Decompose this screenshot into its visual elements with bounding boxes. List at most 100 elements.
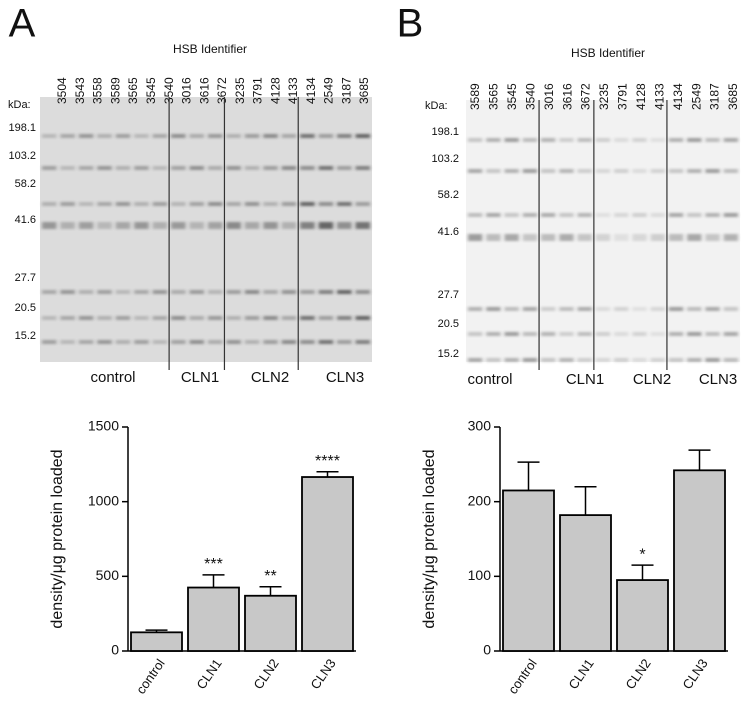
blot-band <box>171 316 186 320</box>
blot-band <box>632 169 647 173</box>
y-tick-label: 1500 <box>88 418 119 434</box>
blot-band <box>226 222 241 229</box>
blot-band <box>97 202 112 206</box>
bar <box>502 489 555 652</box>
sample-id: 3187 <box>339 77 353 104</box>
kda-marker: 103.2 <box>431 153 459 165</box>
blot-band <box>134 316 149 320</box>
group-label: CLN1 <box>181 369 219 386</box>
kda-marker: 198.1 <box>8 122 36 134</box>
blot-band <box>318 202 334 206</box>
blot-background <box>466 100 740 362</box>
sample-id: 3685 <box>357 77 371 104</box>
blot-band <box>355 202 370 206</box>
blot-band <box>115 134 131 138</box>
kda-marker: 20.5 <box>438 318 459 330</box>
blot-band <box>189 166 204 170</box>
sample-id: 3791 <box>251 77 265 104</box>
blot-band <box>614 358 629 362</box>
sample-id: 2549 <box>689 83 703 110</box>
blot-band <box>632 213 647 217</box>
blot-band <box>115 222 131 229</box>
blot-band <box>559 307 574 311</box>
sample-id: 3616 <box>197 77 211 104</box>
blot-band <box>78 316 94 320</box>
sample-id: 4134 <box>304 77 318 104</box>
blot-band <box>152 134 168 138</box>
group-label: CLN3 <box>699 371 737 388</box>
blot-band <box>632 332 647 336</box>
sample-id: 3016 <box>180 77 194 104</box>
blot-band <box>226 166 241 170</box>
blot-band <box>97 222 112 229</box>
blot-band <box>318 340 334 344</box>
blot-band <box>208 316 223 320</box>
blot-band <box>171 202 186 206</box>
blot-band <box>355 166 370 170</box>
blot-band <box>337 340 352 344</box>
blot-band <box>263 134 278 138</box>
blot-band <box>687 332 702 336</box>
blot-band <box>723 332 738 336</box>
blot-band <box>115 202 131 206</box>
blot-band <box>337 290 352 294</box>
blot-band <box>263 290 278 294</box>
blot-band <box>577 169 592 173</box>
blot-band <box>614 169 629 173</box>
blot-band <box>687 307 702 311</box>
blot-band <box>60 316 75 320</box>
sample-id: 3504 <box>55 77 69 104</box>
sample-id: 3235 <box>597 83 611 110</box>
blot-image <box>40 97 372 362</box>
blot-band <box>486 213 501 217</box>
blot-band <box>687 234 702 241</box>
blot-band <box>318 290 334 294</box>
blot-band <box>42 340 57 344</box>
blot-band <box>522 169 538 173</box>
y-tick-label: 300 <box>468 418 492 434</box>
blot-band <box>337 316 352 320</box>
blot-band <box>650 358 665 362</box>
blot-band <box>244 134 260 138</box>
blot-band <box>244 290 260 294</box>
group-label: CLN3 <box>326 369 364 386</box>
blot-band <box>355 340 370 344</box>
blot-band <box>559 234 574 241</box>
blot-band <box>577 358 592 362</box>
blot-band <box>650 169 665 173</box>
x-tick-label: CLN3 <box>679 656 710 692</box>
kda-marker: 15.2 <box>15 330 36 342</box>
blot-band <box>595 213 611 217</box>
blot-band <box>281 166 297 170</box>
blot-band <box>281 202 297 206</box>
blot-band <box>318 316 334 320</box>
sample-id: 3545 <box>505 83 519 110</box>
error-bar <box>688 449 711 471</box>
blot-band <box>115 290 131 294</box>
group-label: CLN2 <box>633 371 671 388</box>
sample-id: 3672 <box>579 83 593 110</box>
blot-band <box>208 340 223 344</box>
blot-band <box>60 166 75 170</box>
y-tick-label: 500 <box>96 567 120 583</box>
blot-band <box>300 290 315 294</box>
blot-band <box>541 307 556 311</box>
blot-band <box>189 222 204 229</box>
sample-id: 3016 <box>542 83 556 110</box>
blot-band <box>60 340 75 344</box>
blot-band <box>189 134 204 138</box>
blot-band <box>668 213 684 217</box>
blot-band <box>595 307 611 311</box>
blot-band <box>152 290 168 294</box>
blot-band <box>42 222 57 229</box>
blot-band <box>650 307 665 311</box>
blot-band <box>595 169 611 173</box>
blot-band <box>486 358 501 362</box>
sample-id: 3791 <box>616 83 630 110</box>
blot-band <box>355 134 370 138</box>
significance-label: * <box>639 546 645 563</box>
blot-band <box>134 166 149 170</box>
error-bar <box>574 485 597 516</box>
blot-band <box>541 138 556 142</box>
